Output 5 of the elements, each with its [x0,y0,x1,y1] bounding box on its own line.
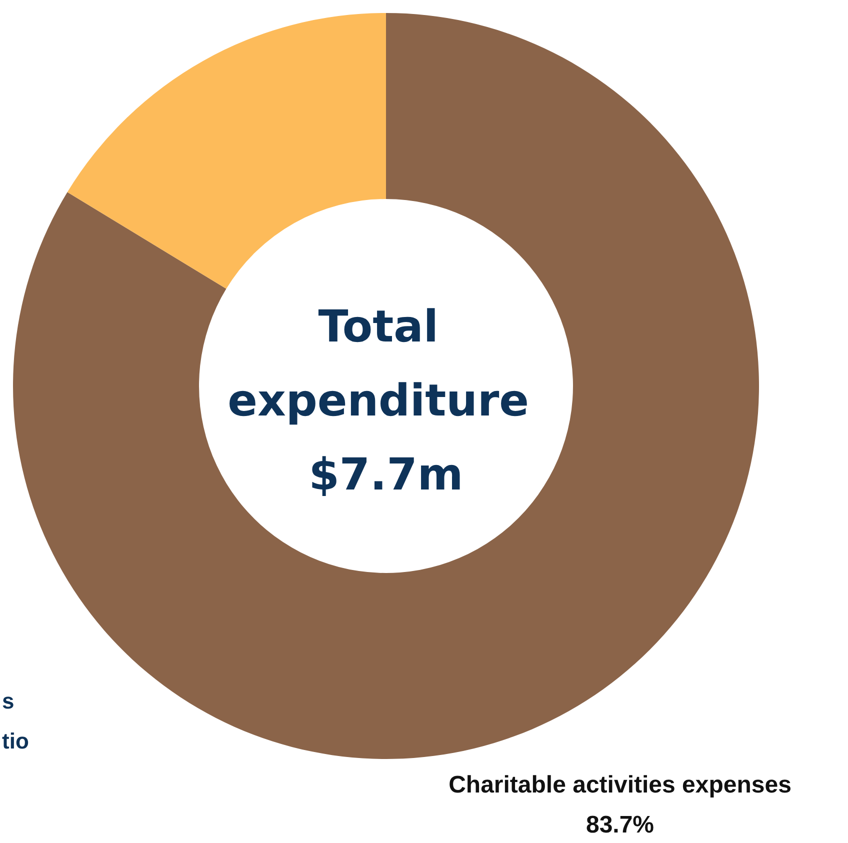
text: s [2,688,14,714]
text: tio [2,728,29,754]
text: Total expenditure $7.7m [228,302,544,500]
data-label: 83.7% [586,812,654,838]
slice-label: Charitable activities expenses [448,772,792,798]
